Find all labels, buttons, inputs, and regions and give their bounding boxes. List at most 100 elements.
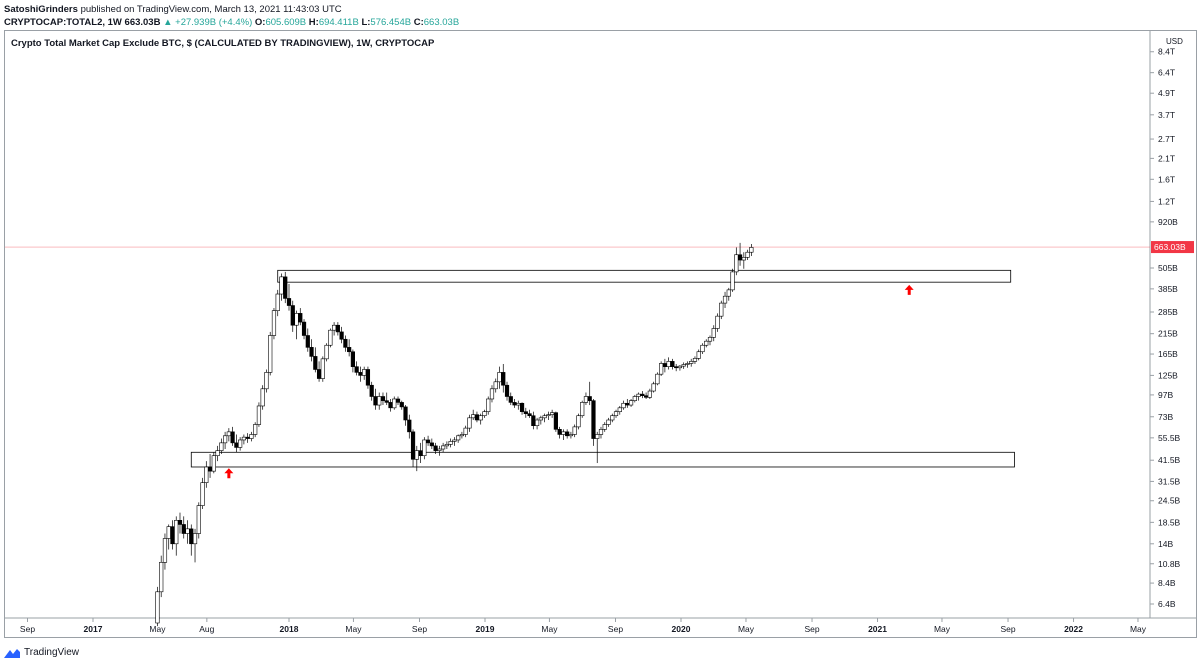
candle-body <box>414 450 419 460</box>
candle-body <box>271 310 277 336</box>
candle-body <box>316 369 322 379</box>
candle-body <box>324 344 329 360</box>
up-arrow-icon <box>904 284 914 295</box>
chart-svg[interactable]: 8.4T 6.4T 4.9T 3.7T 2.7T 2.1T 1.6T 1.2T 920B 505B… <box>0 0 1200 640</box>
candle-body <box>696 351 701 359</box>
candle-body <box>640 393 645 397</box>
candle-body <box>226 431 231 437</box>
candle-body <box>181 524 186 534</box>
candle-body <box>162 538 168 563</box>
candle-body <box>230 431 235 444</box>
candle-body <box>159 562 164 593</box>
y-tick-label: 215B <box>1158 329 1178 339</box>
open-label: O: <box>254 17 266 28</box>
candle-body <box>354 366 359 373</box>
candle-body <box>425 439 431 444</box>
candle-body <box>719 302 724 317</box>
candle-body <box>174 520 179 545</box>
x-tick-label: Sep <box>412 624 427 634</box>
candle-body <box>395 398 401 403</box>
x-tick-label: May <box>541 624 558 634</box>
candle-body <box>482 411 487 417</box>
y-tick-label: 165B <box>1158 349 1178 359</box>
candle-body <box>384 400 389 403</box>
candle-body <box>715 315 720 329</box>
candle-body <box>463 427 468 435</box>
candle-body <box>429 442 434 447</box>
candle-body <box>392 398 397 409</box>
candle-body <box>399 402 404 408</box>
candle-body <box>215 450 220 457</box>
publisher-name[interactable]: SatoshiGrinders <box>4 4 78 15</box>
y-tick-label: 6.4B <box>1158 599 1176 609</box>
candle-body <box>659 363 664 375</box>
x-tick-label: 2018 <box>280 624 299 634</box>
candle-body <box>264 372 269 390</box>
x-tick-label: May <box>345 624 362 634</box>
x-tick-label: Sep <box>804 624 819 634</box>
candle-body <box>516 402 521 406</box>
candle-body <box>234 442 239 448</box>
candle-body <box>418 450 423 457</box>
candle-body <box>200 482 205 506</box>
candle-body <box>557 429 562 435</box>
y-tick-label: 2.7T <box>1158 134 1175 144</box>
candle-body <box>553 412 558 430</box>
candle-body <box>301 321 307 336</box>
last-price: 663.03B <box>124 17 161 28</box>
y-tick-label: 505B <box>1158 263 1178 273</box>
candle-body <box>493 381 498 390</box>
candle-body <box>587 396 592 401</box>
candle-body <box>245 436 250 439</box>
candle-body <box>286 298 292 306</box>
open-value: 605.609B <box>265 17 307 28</box>
candle-body <box>207 466 213 472</box>
candle-body <box>692 358 698 362</box>
candle-body <box>313 356 318 370</box>
candle-body <box>422 439 427 457</box>
x-tick-label: 2022 <box>1064 624 1083 634</box>
candle-body <box>459 434 465 437</box>
candle-body <box>504 384 510 397</box>
candle-body <box>749 247 754 253</box>
symbol-line: CRYPTOCAP:TOTAL2, 1W 663.03B ▲ +27.939B … <box>4 17 459 28</box>
candle-body <box>388 402 393 409</box>
candle-body <box>452 439 457 442</box>
candle-body <box>362 369 367 376</box>
candle-body <box>268 335 273 373</box>
y-tick-label: 285B <box>1158 307 1178 317</box>
y-tick-label: 4.9T <box>1158 88 1175 98</box>
tradingview-logo[interactable]: TradingView <box>4 647 79 658</box>
candle-body <box>486 398 491 412</box>
candle-body <box>726 289 731 297</box>
y-tick-label: 385B <box>1158 284 1178 294</box>
candle-body <box>550 412 555 415</box>
candle-body <box>350 351 356 367</box>
candle-body <box>275 293 280 311</box>
candle-body <box>403 406 408 421</box>
last-price-tag <box>1151 241 1194 254</box>
candle-body <box>632 396 637 401</box>
chart-frame[interactable] <box>4 30 1197 638</box>
candle-body <box>741 257 746 261</box>
y-tick-label: 73B <box>1158 412 1173 422</box>
candle-body <box>433 445 438 451</box>
candle-body <box>647 390 652 398</box>
candle-body <box>662 363 667 367</box>
chart-title: Crypto Total Market Cap Exclude BTC, $ (… <box>11 38 435 49</box>
publish-header: SatoshiGrinders published on TradingView… <box>0 0 1200 30</box>
y-tick-label: 10.8B <box>1158 559 1181 569</box>
candle-body <box>700 344 705 353</box>
candle-body <box>219 442 224 451</box>
candle-body <box>527 413 532 417</box>
candle-body <box>508 396 513 403</box>
high-label: H: <box>308 17 319 28</box>
candle-body <box>448 441 453 445</box>
candle-body <box>441 445 446 450</box>
candle-body <box>621 402 626 409</box>
candle-body <box>249 434 254 439</box>
candle-body <box>456 435 461 441</box>
last-price-tag-label: 663.03B <box>1154 242 1186 252</box>
candle-body <box>617 407 622 412</box>
candle-body <box>170 526 175 545</box>
